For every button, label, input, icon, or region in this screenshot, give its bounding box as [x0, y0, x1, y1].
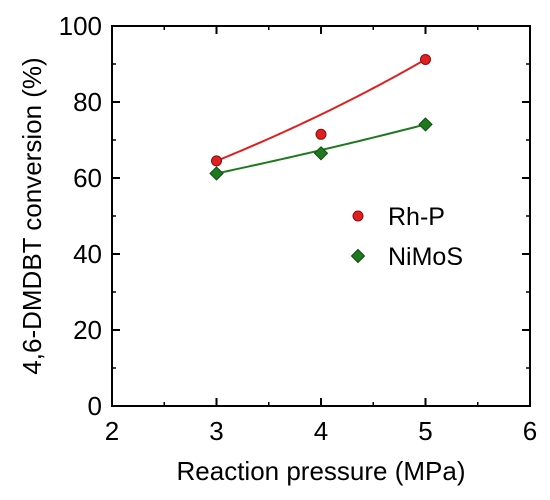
plot-frame [111, 25, 531, 407]
legend: Rh-P NiMoS [350, 203, 463, 271]
x-axis-title: Reaction pressure (MPa) [177, 456, 466, 486]
x-tick-label: 4 [314, 416, 328, 446]
y-tick-label: 0 [88, 391, 102, 421]
legend-marker-nimos [350, 248, 366, 264]
y-tick-label: 100 [59, 11, 102, 41]
data-point-nimos [209, 166, 224, 181]
plot-border [111, 25, 531, 407]
data-point-nimos [418, 117, 433, 132]
y-tick-label: 80 [73, 87, 102, 117]
legend-marker-rh-p [352, 210, 364, 222]
y-tick-label: 20 [73, 315, 102, 345]
x-tick-label: 6 [523, 416, 537, 446]
y-axis-ticks: 0 20 40 60 80 100 [59, 11, 530, 421]
y-tick-label: 60 [73, 163, 102, 193]
data-point-rh-p [420, 53, 431, 65]
fit-line-rh-p [216, 58, 426, 162]
x-tick-label: 3 [209, 416, 223, 446]
y-axis-title: 4,6-DMDBT conversion (%) [17, 57, 47, 374]
data-point-nimos [313, 146, 329, 161]
y-tick-label: 40 [73, 239, 102, 269]
legend-label-rh-p: Rh-P [388, 203, 445, 231]
legend-label-nimos: NiMoS [388, 243, 463, 271]
x-tick-label: 2 [105, 416, 119, 446]
data-markers [209, 53, 433, 181]
data-point-rh-p [315, 128, 327, 140]
x-axis-ticks: 2 3 4 5 6 [105, 26, 537, 446]
data-point-rh-p [211, 155, 222, 167]
x-tick-label: 5 [418, 416, 432, 446]
